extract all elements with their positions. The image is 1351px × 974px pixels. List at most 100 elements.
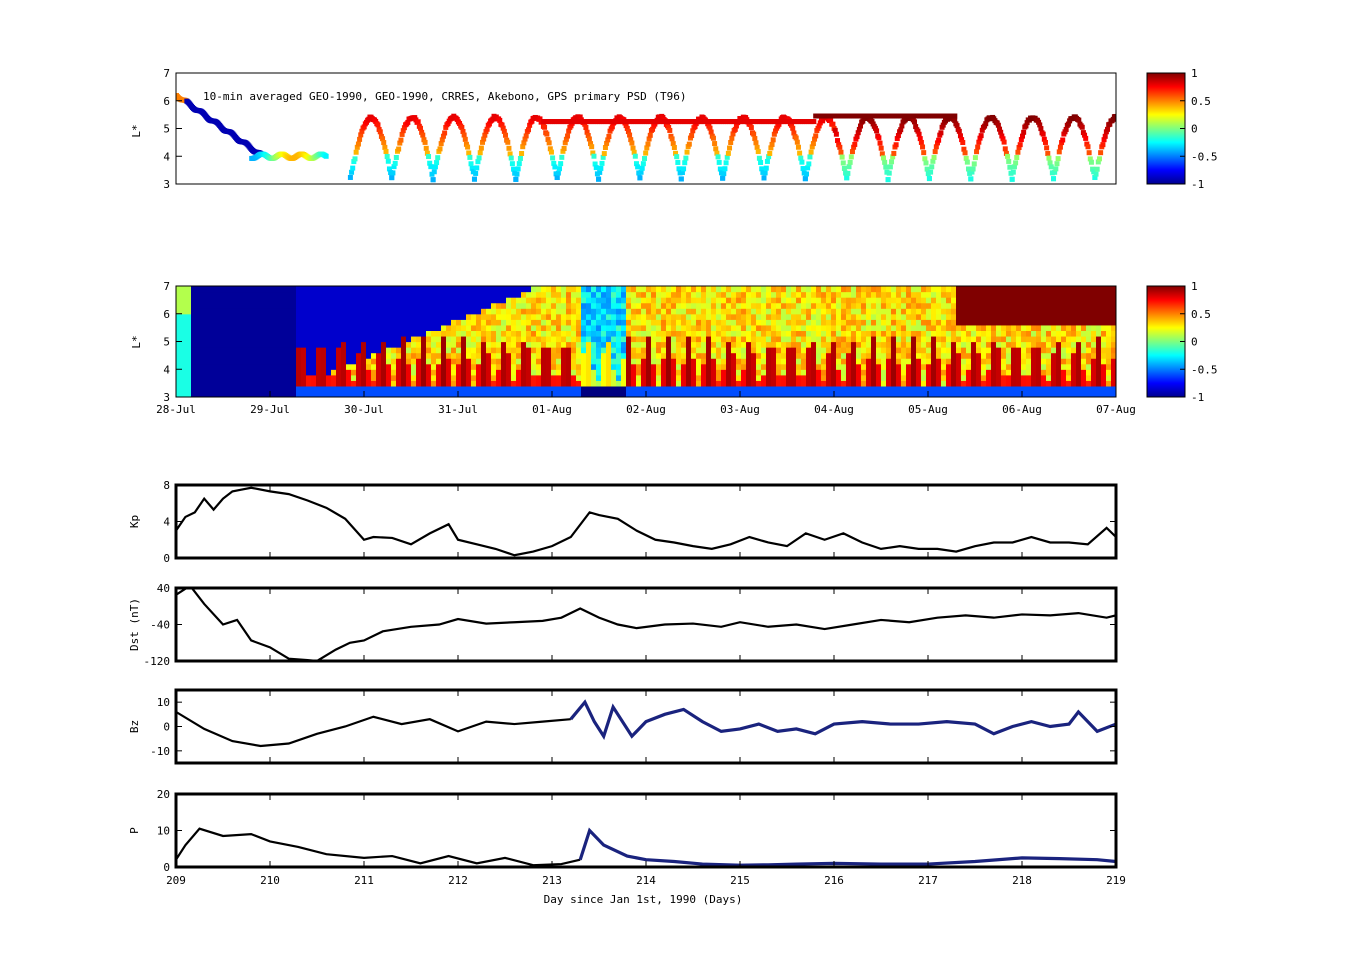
heat-cell-631 bbox=[331, 330, 337, 337]
heat-cell-2384 bbox=[771, 369, 777, 376]
heat-cell-2691 bbox=[846, 330, 852, 337]
heat-cell-1164 bbox=[466, 369, 472, 376]
heat-cell-1267 bbox=[491, 352, 497, 359]
heat-cell-2012 bbox=[676, 324, 682, 331]
heat-cell-539 bbox=[306, 286, 312, 293]
heat-cell-677 bbox=[341, 297, 347, 304]
heat-cell-52 bbox=[186, 324, 192, 331]
heat-cell-1705 bbox=[601, 363, 607, 370]
heat-cell-2767 bbox=[866, 352, 872, 359]
heat-cell-3473 bbox=[1041, 319, 1047, 326]
heat-cell-3520 bbox=[1056, 391, 1062, 397]
heat-cell-2260 bbox=[741, 391, 747, 397]
heat-cell-822 bbox=[381, 380, 387, 387]
heat-cell-2806 bbox=[876, 358, 882, 365]
psd-point-835 bbox=[1105, 126, 1111, 132]
heat-cell-3029 bbox=[931, 341, 937, 348]
heat-cell-1982 bbox=[671, 380, 677, 387]
heat-cell-2093 bbox=[696, 319, 702, 326]
heat-cell-2505 bbox=[801, 363, 807, 370]
heat-cell-187 bbox=[221, 352, 227, 359]
heat-cell-1496 bbox=[546, 302, 552, 309]
heat-cell-3501 bbox=[1051, 385, 1057, 393]
heat-cell-923 bbox=[406, 374, 412, 381]
psd-point-726 bbox=[983, 121, 989, 127]
heat-cell-1395 bbox=[521, 308, 527, 315]
heat-cell-1746 bbox=[611, 358, 617, 365]
psd-point-533 bbox=[767, 150, 773, 156]
heat-cell-223 bbox=[231, 374, 237, 381]
heat-cell-1470 bbox=[541, 335, 547, 343]
heat-cell-1276 bbox=[491, 302, 497, 309]
heat-cell-3531 bbox=[1056, 330, 1062, 337]
heat-cell-932 bbox=[406, 324, 412, 331]
heat-cell-158 bbox=[211, 291, 217, 298]
psd-point-580 bbox=[820, 118, 826, 124]
psd-point-419 bbox=[639, 165, 645, 171]
heat-cell-1737 bbox=[606, 297, 612, 304]
heat-cell-2758 bbox=[861, 291, 867, 298]
heat-cell-1286 bbox=[496, 358, 502, 365]
heat-cell-1689 bbox=[596, 341, 602, 348]
heat-cell-2689 bbox=[846, 341, 852, 348]
heat-cell-1887 bbox=[646, 352, 652, 359]
heat-cell-825 bbox=[381, 363, 387, 370]
heat-cell-2047 bbox=[686, 352, 692, 359]
heat-cell-61 bbox=[191, 385, 197, 393]
heat-cell-1557 bbox=[561, 297, 567, 304]
model-xtick-label-5: 02-Aug bbox=[626, 403, 666, 416]
heat-cell-993 bbox=[421, 319, 427, 326]
psd-point-355 bbox=[568, 123, 574, 129]
psd-point-826 bbox=[1094, 166, 1100, 172]
heat-cell-1476 bbox=[541, 302, 547, 309]
heat-cell-1520 bbox=[556, 391, 562, 397]
colorbar-model-ticks: 10.50-0.5-1 bbox=[1180, 280, 1218, 404]
psd-point-627 bbox=[872, 125, 878, 131]
heat-cell-395 bbox=[271, 308, 277, 315]
heat-cell-1183 bbox=[471, 374, 477, 381]
heat-cell-754 bbox=[361, 313, 367, 320]
heat-cell-3181 bbox=[971, 385, 977, 393]
heat-cell-1995 bbox=[671, 308, 677, 315]
heat-cell-3359 bbox=[1011, 286, 1017, 293]
psd-point-614 bbox=[858, 123, 864, 129]
heat-cell-367 bbox=[266, 352, 272, 359]
heat-cell-1215 bbox=[476, 308, 482, 315]
psd-point-741 bbox=[1000, 136, 1006, 142]
heat-cell-2743 bbox=[861, 374, 867, 381]
heat-cell-482 bbox=[296, 380, 302, 387]
heat-cell-3190 bbox=[971, 335, 977, 343]
heat-cell-118 bbox=[201, 291, 207, 298]
heat-cell-2126 bbox=[706, 358, 712, 365]
heat-cell-2740 bbox=[861, 391, 867, 397]
heat-cell-3444 bbox=[1036, 369, 1042, 376]
heat-cell-752 bbox=[361, 324, 367, 331]
heat-cell-207 bbox=[226, 352, 232, 359]
heat-cell-601 bbox=[326, 385, 332, 393]
heat-cell-3601 bbox=[1076, 385, 1082, 393]
heat-cell-1697 bbox=[596, 297, 602, 304]
heat-cell-2663 bbox=[841, 374, 847, 381]
heat-cell-1076 bbox=[441, 302, 447, 309]
heat-cell-894 bbox=[396, 313, 402, 320]
heat-cell-3027 bbox=[931, 352, 937, 359]
heat-cell-3336 bbox=[1006, 302, 1012, 309]
psd-point-605 bbox=[847, 159, 853, 165]
model-xtick-label-1: 29-Jul bbox=[250, 403, 290, 416]
heat-cell-1890 bbox=[646, 335, 652, 343]
heat-cell-1236 bbox=[481, 302, 487, 309]
heat-cell-2537 bbox=[806, 297, 812, 304]
heat-cell-1111 bbox=[451, 330, 457, 337]
heat-cell-3547 bbox=[1061, 352, 1067, 359]
heat-cell-3358 bbox=[1011, 291, 1017, 298]
psd-point-423 bbox=[644, 145, 650, 151]
heat-cell-97 bbox=[196, 297, 202, 304]
heat-cell-2774 bbox=[866, 313, 872, 320]
model-xtick-label-2: 30-Jul bbox=[344, 403, 384, 416]
heat-cell-2752 bbox=[861, 324, 867, 331]
heat-cell-236 bbox=[231, 302, 237, 309]
heat-cell-2690 bbox=[846, 335, 852, 343]
heat-cell-2522 bbox=[806, 380, 812, 387]
heat-cell-336 bbox=[256, 302, 262, 309]
heat-cell-2409 bbox=[776, 341, 782, 348]
